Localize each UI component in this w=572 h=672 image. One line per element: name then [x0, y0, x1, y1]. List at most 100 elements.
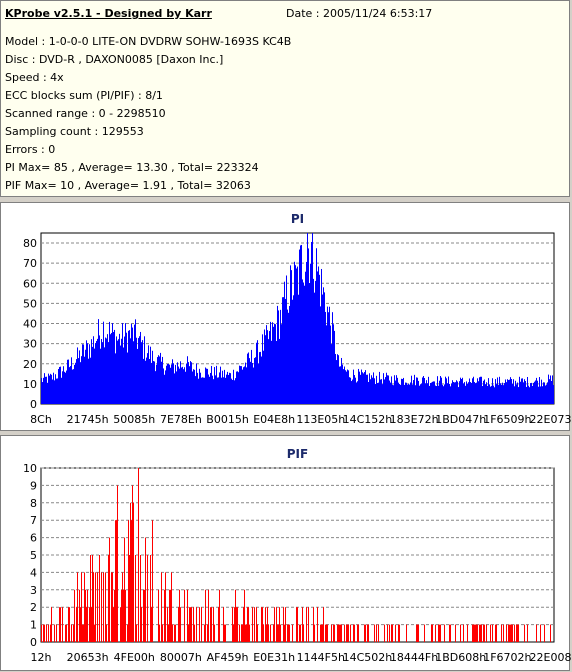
pi-bar: [271, 340, 272, 404]
pi-bar: [361, 369, 362, 404]
pi-bar: [383, 373, 384, 404]
pif-bar: [95, 572, 96, 642]
pi-bar: [172, 359, 173, 404]
pi-bar: [457, 381, 458, 404]
pi-bar: [391, 376, 392, 404]
pif-bar: [511, 624, 512, 642]
pi-bar: [445, 376, 446, 404]
pi-bar: [207, 368, 208, 404]
pi-bar: [327, 306, 328, 404]
pi-bar: [79, 350, 80, 404]
pif-x-tick-label: 12h: [31, 651, 52, 664]
pi-bar: [519, 376, 520, 404]
pi-bar: [188, 362, 189, 404]
pi-bar: [471, 382, 472, 404]
pi-bar: [115, 353, 116, 404]
pif-bar: [350, 624, 351, 642]
pi-bar: [47, 382, 48, 404]
pi-bar: [532, 385, 533, 404]
pif-bar: [242, 624, 243, 642]
pi-bar: [208, 374, 209, 404]
pi-bar: [301, 244, 302, 404]
pi-bar: [378, 382, 379, 404]
pi-bar: [298, 294, 299, 404]
pif-bar: [266, 624, 267, 642]
pi-bar: [408, 383, 409, 404]
pif-x-tick-label: 1BD608h: [435, 651, 486, 664]
pi-bar: [545, 385, 546, 404]
pi-bar: [230, 373, 231, 404]
pif-bar: [274, 607, 275, 642]
pif-bar: [374, 624, 375, 642]
pif-bar: [245, 624, 246, 642]
pi-bar: [147, 353, 148, 404]
pi-bar: [416, 377, 417, 404]
pi-bar: [263, 350, 264, 404]
pi-bar: [329, 306, 330, 404]
pif-bar: [114, 589, 115, 642]
pi-bar: [507, 379, 508, 404]
pi-bar: [506, 382, 507, 404]
pif-bar: [484, 624, 485, 642]
pif-bar: [364, 624, 365, 642]
pi-bar: [496, 384, 497, 404]
pi-bar: [125, 323, 126, 404]
pi-bar: [146, 357, 147, 404]
pi-bar: [192, 371, 193, 404]
pi-bar: [201, 377, 202, 404]
pi-bar: [127, 352, 128, 404]
pi-bar: [244, 366, 245, 404]
pi-bar: [65, 372, 66, 404]
pif-bar: [136, 624, 137, 642]
pi-bar: [388, 375, 389, 404]
pi-bar: [222, 370, 223, 404]
pi-bar: [359, 371, 360, 404]
pif-bar: [378, 624, 379, 642]
pi-bar: [145, 360, 146, 404]
pif-bar: [340, 624, 341, 642]
pi-bar: [548, 374, 549, 404]
pif-bar: [133, 502, 134, 642]
pif-bar: [117, 485, 118, 642]
pif-bar: [60, 607, 61, 642]
pif-bar: [472, 624, 473, 642]
pif-bar: [208, 589, 209, 642]
pi-bar: [434, 381, 435, 404]
pi-bar: [508, 380, 509, 404]
pi-bar: [214, 367, 215, 404]
pi-bar: [264, 329, 265, 404]
pif-bar: [54, 624, 55, 642]
pi-series: [41, 233, 554, 404]
pif-bar: [143, 589, 144, 642]
pi-bar: [66, 370, 67, 404]
pi-bar: [187, 356, 188, 404]
pi-bar: [547, 382, 548, 404]
pif-x-tick-label: 22E008h: [530, 651, 571, 664]
pif-bar: [130, 502, 131, 642]
pi-bar: [393, 385, 394, 404]
pif-bar: [341, 624, 342, 642]
pi-bar: [454, 382, 455, 404]
pif-bar: [244, 589, 245, 642]
info-pi-stats: PI Max= 85 , Average= 13.30 , Total= 223…: [5, 161, 259, 174]
pif-bar: [168, 624, 169, 642]
pi-bar: [105, 337, 106, 404]
pi-bar: [242, 369, 243, 404]
pi-bar: [350, 377, 351, 404]
pi-bar: [417, 377, 418, 404]
pi-y-tick-label: 20: [23, 358, 37, 371]
pi-bar: [63, 366, 64, 404]
pi-bar: [316, 248, 317, 404]
pif-bar: [268, 624, 269, 642]
pif-bar: [303, 624, 304, 642]
pi-bar: [535, 380, 536, 404]
pif-bar: [416, 624, 417, 642]
pif-bar: [144, 589, 145, 642]
pif-bar: [150, 555, 151, 642]
pi-bar: [413, 380, 414, 404]
pi-bar: [197, 372, 198, 404]
pi-bar: [274, 323, 275, 404]
pif-y-tick-label: 8: [30, 497, 37, 510]
pif-bar: [131, 520, 132, 642]
pi-bar: [461, 379, 462, 404]
